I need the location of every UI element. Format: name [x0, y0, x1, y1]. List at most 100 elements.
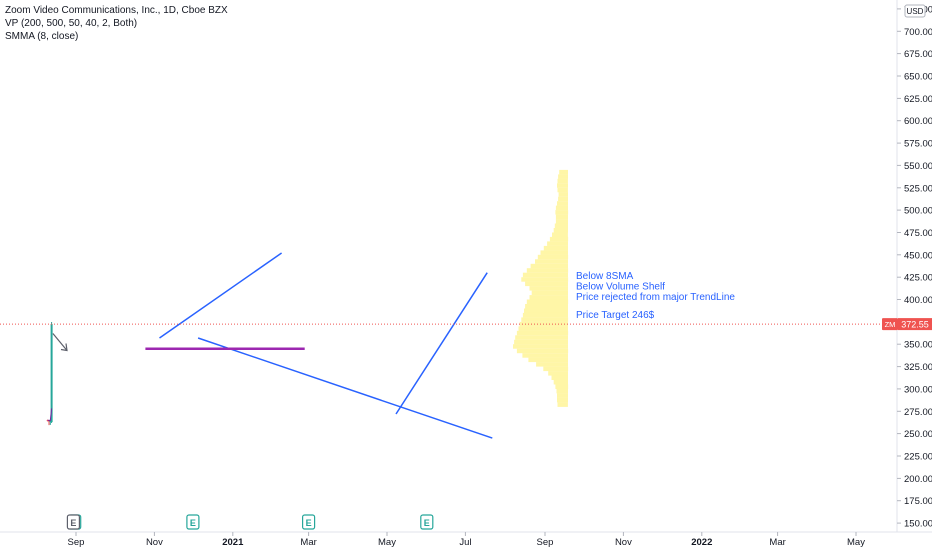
volume-profile-bar [557, 393, 568, 398]
volume-profile-bar [559, 169, 568, 175]
price-tick-label: 250.00 [904, 429, 932, 440]
price-tick-label: 675.00 [904, 49, 932, 60]
volume-profile-bar [555, 214, 568, 220]
price-tick-label: 325.00 [904, 362, 932, 373]
time-tick-label: Mar [300, 537, 316, 548]
time-tick-label: Nov [146, 537, 163, 548]
price-tick-label: 200.00 [904, 474, 932, 485]
time-tick-label: May [847, 537, 865, 548]
price-axis[interactable]: 150.00 175.00 200.00 225.00 250.00 275.00 300.… [897, 4, 932, 530]
volume-profile-bar [557, 201, 568, 206]
trendlines[interactable] [0, 252, 897, 439]
volume-profile-bar [552, 232, 568, 237]
candle-body [49, 420, 52, 422]
time-tick-label: Sep [68, 537, 85, 548]
earnings-marker[interactable] [186, 514, 200, 530]
volume-profile-bar [516, 330, 569, 336]
volume-profile-bar [558, 192, 568, 197]
volume-profile-bar [537, 254, 569, 260]
price-tick-label: 400.00 [904, 295, 932, 306]
volume-profile-bar [529, 295, 568, 300]
volume-profile-bar [540, 250, 568, 255]
volume-profile-bar [528, 357, 568, 363]
volume-profile-bar [548, 371, 568, 376]
volume-profile [513, 169, 569, 407]
volume-profile-bar [549, 236, 569, 242]
volume-profile-bar [529, 286, 568, 291]
volume-profile-bar [530, 263, 568, 269]
price-tick-label: 550.00 [904, 161, 932, 172]
time-tick-label: 2021 [222, 537, 244, 548]
last-price-tag-bg [898, 318, 932, 331]
volume-profile-bar [513, 344, 568, 349]
time-tick-label: Sep [537, 537, 554, 548]
volume-profile-bar [525, 304, 568, 309]
earnings-marker-label[interactable]: E [424, 518, 430, 528]
volume-profile-bar [555, 219, 568, 224]
volume-profile-bar [524, 308, 568, 313]
vp-indicator-label[interactable]: VP (200, 500, 50, 40, 2, Both) [5, 18, 138, 29]
volume-profile-bar [518, 326, 568, 331]
lower-channel-trendline[interactable] [197, 337, 493, 439]
price-tick-label: 450.00 [904, 250, 932, 261]
volume-profile-bar [558, 174, 568, 179]
arrow-head [60, 343, 68, 352]
price-tick-label: 175.00 [904, 496, 932, 507]
volume-profile-bar [521, 277, 569, 282]
currency-badge[interactable] [904, 4, 926, 18]
volume-profile-bar [551, 375, 568, 380]
volume-profile-bar [554, 223, 568, 228]
annotation-note: Price rejected from major TrendLine [576, 292, 735, 303]
symbol-tag: ZM [885, 320, 896, 329]
volume-profile-bar [558, 196, 568, 202]
earnings-markers[interactable]: EEEEE [66, 514, 434, 530]
price-tick-label: 150.00 [904, 519, 932, 530]
last-price-tag: 372.55 [901, 320, 929, 330]
price-tick-label: 275.00 [904, 407, 932, 418]
volume-profile-bar [555, 384, 569, 389]
volume-profile-bar [557, 397, 568, 403]
price-tick-label: 500.00 [904, 206, 932, 217]
candle-body [50, 324, 53, 422]
earnings-marker-label[interactable]: E [306, 518, 312, 528]
volume-profile-bar [557, 178, 568, 184]
chart-legend: Zoom Video Communications, Inc., 1D, Cbo… [5, 4, 228, 43]
price-tags: ZM 372.55 [882, 318, 932, 331]
symbol-tag-bg [882, 318, 898, 331]
price-tick-label: 700.00 [904, 27, 932, 38]
smma-indicator-label[interactable]: SMMA (8, close) [5, 31, 79, 42]
price-tick-label: 650.00 [904, 72, 932, 83]
price-tick-label: 575.00 [904, 139, 932, 150]
volume-profile-bar [556, 388, 568, 394]
price-tick-label: 525.00 [904, 183, 932, 194]
earnings-marker-label[interactable]: E [190, 518, 196, 528]
time-axis[interactable]: Sep Nov 2021 Mar May Jul Sep Nov 2022 Mar May [68, 532, 866, 548]
volume-profile-bar [521, 317, 569, 322]
volume-profile-bar [526, 299, 569, 304]
volume-profile-bar [522, 272, 568, 278]
currency-label[interactable]: USD [907, 7, 924, 16]
time-tick-label: May [378, 537, 396, 548]
earnings-marker[interactable] [302, 514, 316, 530]
earnings-marker-label[interactable]: E [70, 518, 76, 528]
volume-profile-bar [522, 353, 568, 358]
volume-profile-bar [557, 183, 568, 188]
symbol-title[interactable]: Zoom Video Communications, Inc., 1D, Cbo… [5, 5, 228, 16]
annotation-note: Below Volume Shelf [576, 282, 665, 293]
volume-profile-bar [526, 268, 569, 273]
arrow-line [52, 333, 68, 351]
volume-profile-bar [535, 259, 568, 264]
volume-profile-bar [553, 380, 568, 385]
volume-profile-bar [515, 335, 568, 340]
volume-profile-bar [514, 339, 568, 345]
volume-profile-bar [536, 362, 568, 367]
volume-profile-bar [525, 281, 568, 287]
earnings-marker[interactable] [420, 514, 434, 530]
upper-channel-trendline[interactable] [159, 252, 283, 339]
rising-support-trendline[interactable] [395, 272, 488, 415]
price-tick-label: 625.00 [904, 94, 932, 105]
earnings-marker[interactable] [66, 514, 81, 530]
time-tick-label: Nov [615, 537, 632, 548]
